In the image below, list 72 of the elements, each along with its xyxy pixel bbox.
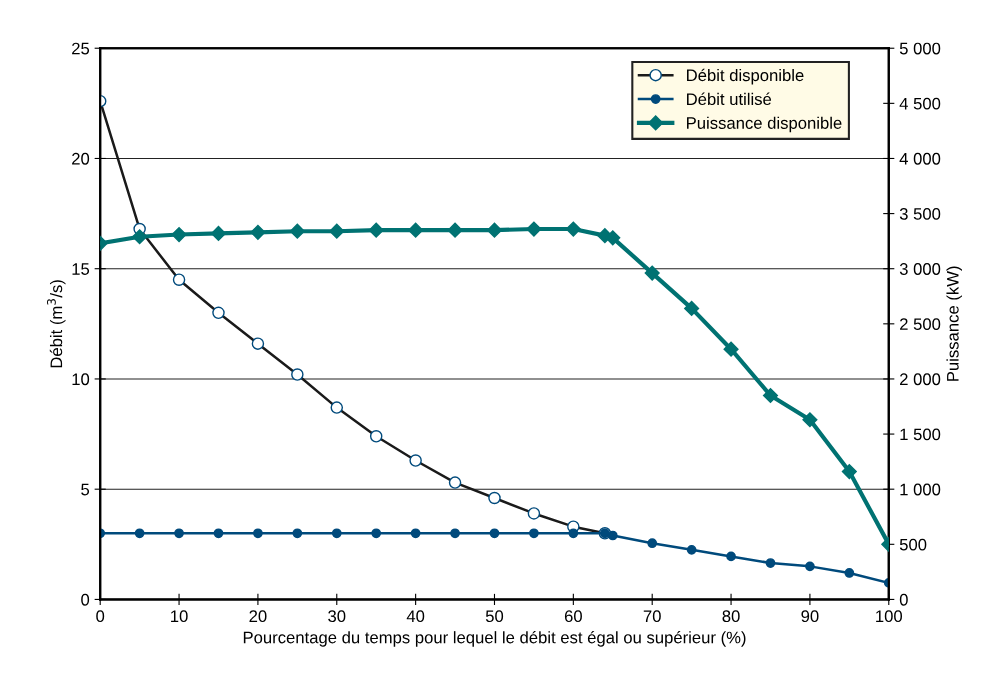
point xyxy=(289,223,305,239)
point xyxy=(368,222,384,238)
y-tick-label: 20 xyxy=(72,152,90,165)
x-tick-label: 80 xyxy=(722,610,740,623)
y2-tick-label: 4 000 xyxy=(899,152,941,165)
y2-tick-label: 1 000 xyxy=(900,483,941,496)
point xyxy=(486,222,503,238)
point xyxy=(726,551,736,562)
point xyxy=(684,300,700,316)
point xyxy=(132,229,148,245)
point xyxy=(607,530,618,541)
point xyxy=(644,265,660,281)
y-tick-label: 5 xyxy=(81,483,90,496)
x-axis-title: Pourcentage du temps pour lequel le débit est égal ou supérieur (%) xyxy=(243,630,746,647)
point xyxy=(605,230,621,246)
y-axis-title: Débit (m$^{3}$/s) xyxy=(47,280,66,368)
point xyxy=(568,528,579,539)
point xyxy=(762,387,779,404)
point xyxy=(447,222,463,238)
point xyxy=(250,224,266,240)
y2-tick-label: 500 xyxy=(899,538,927,551)
point xyxy=(647,538,658,549)
point xyxy=(174,528,184,539)
y-tick-label: 0 xyxy=(81,593,90,606)
x-tick-label: 60 xyxy=(564,610,582,623)
point xyxy=(331,528,342,539)
y2-tick-label: 3 000 xyxy=(899,263,941,275)
x-tick-label: 50 xyxy=(485,610,504,623)
y2-tick-label: 0 xyxy=(899,593,908,606)
y2-tick-label: 1 500 xyxy=(900,428,941,441)
y-tick-label: 15 xyxy=(72,263,90,275)
legend-label: Puissance disponible xyxy=(687,116,842,133)
point xyxy=(210,225,227,242)
point xyxy=(529,528,539,539)
y-tick-label: 10 xyxy=(72,373,90,386)
point xyxy=(841,463,857,480)
point xyxy=(489,528,500,539)
y2-tick-label: 2 000 xyxy=(900,373,941,386)
legend-label: Débit disponible xyxy=(687,68,804,85)
point xyxy=(213,528,224,539)
x-tick-label: 90 xyxy=(801,610,819,623)
point xyxy=(765,558,776,568)
x-tick-label: 0 xyxy=(96,610,105,623)
y2-tick-label: 3 500 xyxy=(899,207,941,220)
point xyxy=(371,528,382,539)
point xyxy=(171,226,187,243)
x-tick-label: 70 xyxy=(643,610,661,623)
x-tick-label: 30 xyxy=(328,610,346,623)
point xyxy=(526,221,542,237)
point xyxy=(134,528,145,539)
point xyxy=(805,561,815,572)
point xyxy=(292,528,303,539)
y2-tick-label: 5 000 xyxy=(899,42,941,55)
x-tick-label: 40 xyxy=(406,610,425,623)
point xyxy=(723,341,739,357)
y2-tick-label: 2 500 xyxy=(900,318,941,331)
x-tick-label: 100 xyxy=(876,610,903,623)
point xyxy=(408,222,424,238)
point xyxy=(565,221,581,237)
point xyxy=(410,528,421,539)
point xyxy=(253,528,263,539)
point xyxy=(844,568,855,578)
x-tick-label: 20 xyxy=(249,610,267,623)
point xyxy=(686,544,697,555)
point xyxy=(450,528,460,539)
y2-tick-label: 4 500 xyxy=(899,97,941,110)
point xyxy=(802,412,818,428)
point xyxy=(329,223,345,239)
y2-axis-title: Puissance (kW) xyxy=(946,266,962,381)
legend-label: Débit utilisé xyxy=(687,92,772,106)
y-tick-label: 25 xyxy=(72,42,90,55)
x-tick-label: 10 xyxy=(171,610,188,623)
